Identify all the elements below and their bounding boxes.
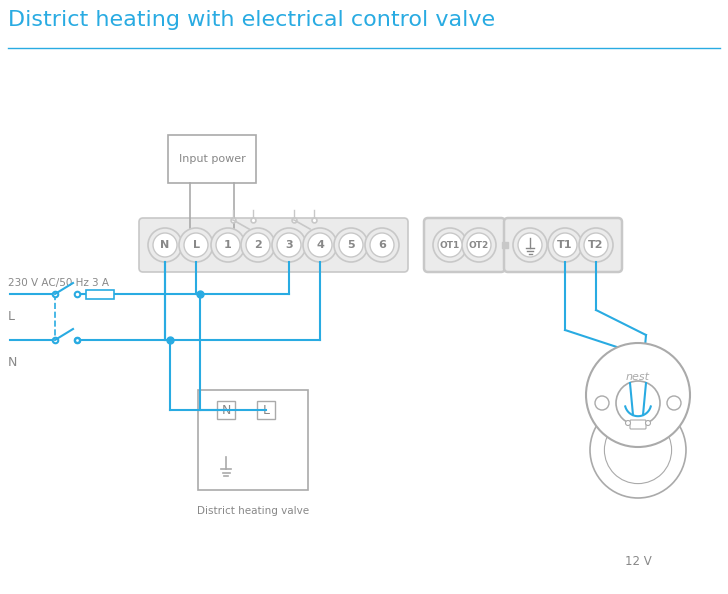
Text: 3: 3: [285, 240, 293, 250]
Text: 4: 4: [316, 240, 324, 250]
Circle shape: [241, 228, 275, 262]
Text: nest: nest: [626, 372, 650, 382]
Circle shape: [184, 233, 208, 257]
Circle shape: [518, 233, 542, 257]
Circle shape: [370, 233, 394, 257]
Circle shape: [148, 228, 182, 262]
Circle shape: [308, 233, 332, 257]
Circle shape: [616, 381, 660, 425]
Text: N: N: [8, 356, 17, 369]
FancyBboxPatch shape: [504, 218, 622, 272]
Circle shape: [586, 343, 690, 447]
Circle shape: [467, 233, 491, 257]
Text: 1: 1: [224, 240, 232, 250]
Text: nest: nest: [630, 435, 646, 444]
Text: Input power: Input power: [178, 154, 245, 164]
Text: T1: T1: [557, 240, 573, 250]
Circle shape: [579, 228, 613, 262]
Circle shape: [595, 396, 609, 410]
Circle shape: [584, 233, 608, 257]
Text: 5: 5: [347, 240, 355, 250]
FancyBboxPatch shape: [257, 401, 275, 419]
Text: OT1: OT1: [440, 241, 460, 249]
Text: N: N: [221, 403, 231, 416]
Circle shape: [339, 233, 363, 257]
Circle shape: [604, 416, 672, 484]
Circle shape: [216, 233, 240, 257]
Text: District heating with electrical control valve: District heating with electrical control…: [8, 10, 495, 30]
Text: OT2: OT2: [469, 241, 489, 249]
Circle shape: [277, 233, 301, 257]
FancyBboxPatch shape: [168, 135, 256, 183]
Circle shape: [462, 228, 496, 262]
Text: N: N: [160, 240, 170, 250]
Text: 2: 2: [254, 240, 262, 250]
Circle shape: [646, 421, 651, 425]
FancyBboxPatch shape: [630, 420, 646, 429]
Circle shape: [179, 228, 213, 262]
Circle shape: [433, 228, 467, 262]
FancyBboxPatch shape: [198, 390, 308, 490]
Text: L: L: [263, 403, 269, 416]
Circle shape: [548, 228, 582, 262]
Circle shape: [153, 233, 177, 257]
Circle shape: [438, 233, 462, 257]
Text: 12 V: 12 V: [625, 555, 652, 568]
Text: T2: T2: [588, 240, 604, 250]
Circle shape: [211, 228, 245, 262]
FancyBboxPatch shape: [86, 290, 114, 299]
Circle shape: [272, 228, 306, 262]
Circle shape: [334, 228, 368, 262]
Text: District heating valve: District heating valve: [197, 506, 309, 516]
Text: 230 V AC/50 Hz: 230 V AC/50 Hz: [8, 278, 89, 288]
Text: 3 A: 3 A: [92, 278, 108, 288]
Circle shape: [246, 233, 270, 257]
Circle shape: [667, 396, 681, 410]
Text: L: L: [192, 240, 199, 250]
FancyBboxPatch shape: [217, 401, 235, 419]
FancyBboxPatch shape: [424, 218, 505, 272]
Circle shape: [303, 228, 337, 262]
Text: 6: 6: [378, 240, 386, 250]
FancyBboxPatch shape: [139, 218, 408, 272]
Circle shape: [553, 233, 577, 257]
Circle shape: [365, 228, 399, 262]
Circle shape: [625, 421, 630, 425]
Circle shape: [590, 402, 686, 498]
Text: L: L: [8, 310, 15, 323]
Circle shape: [513, 228, 547, 262]
